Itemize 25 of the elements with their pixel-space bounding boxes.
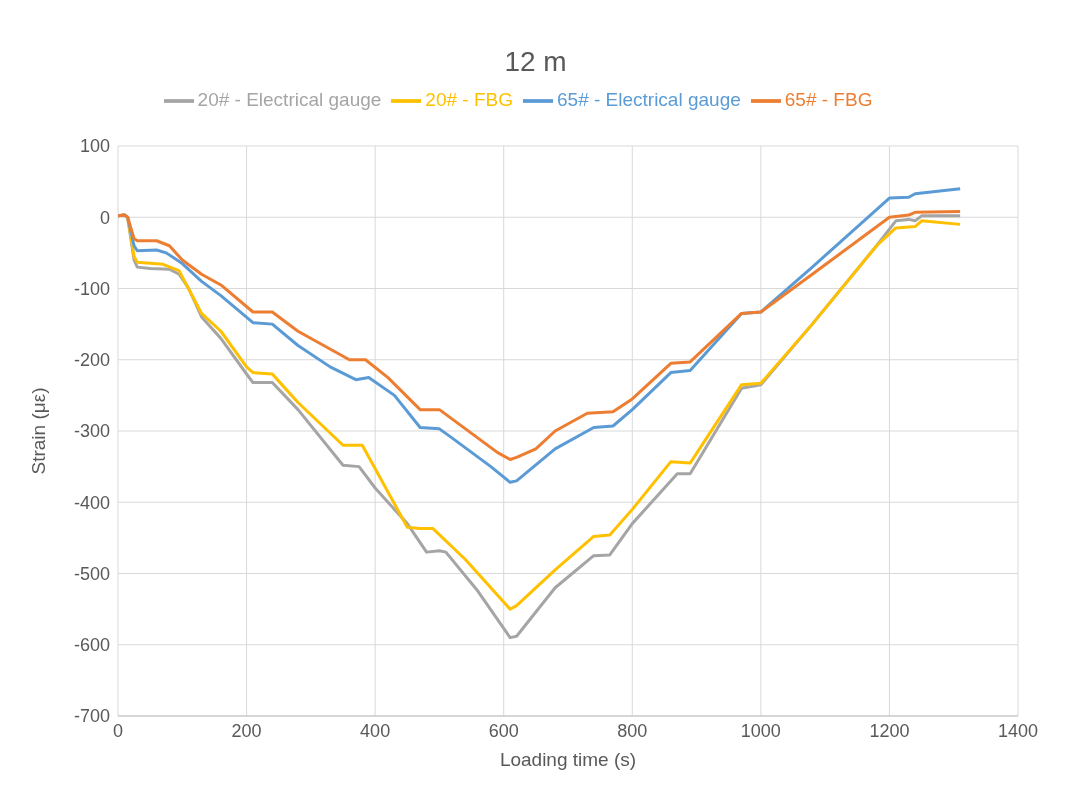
legend-label: 20# - Electrical gauge <box>197 89 382 111</box>
legend-label: 20# - FBG <box>425 89 513 111</box>
y-tick-label: -400 <box>73 492 110 513</box>
x-tick-label: 200 <box>231 720 262 741</box>
y-tick-label: 0 <box>99 207 110 228</box>
y-axis-title: Strain (με) <box>27 387 49 475</box>
y-tick-label: 100 <box>79 136 110 157</box>
legend-label: 65# - FBG <box>784 89 873 111</box>
legend-label: 65# - Electrical gauge <box>557 89 741 111</box>
y-tick-label: -300 <box>73 421 110 442</box>
y-tick-label: -700 <box>73 706 110 727</box>
x-tick-label: 1400 <box>997 720 1039 741</box>
y-tick-label: -500 <box>73 563 110 584</box>
x-tick-label: 400 <box>360 720 391 741</box>
y-tick-label: -200 <box>73 350 110 371</box>
y-tick-label: -600 <box>73 635 110 656</box>
x-tick-label: 800 <box>617 720 648 741</box>
line-series <box>118 210 962 461</box>
x-tick-label: 0 <box>112 720 124 741</box>
x-tick-label: 1200 <box>869 720 910 741</box>
x-tick-label: 1000 <box>740 720 781 741</box>
x-tick-label: 600 <box>488 720 519 741</box>
chart-title: 12 m <box>503 45 568 79</box>
x-axis-title: Loading time (s) <box>499 749 637 770</box>
y-tick-label: -100 <box>73 278 110 299</box>
